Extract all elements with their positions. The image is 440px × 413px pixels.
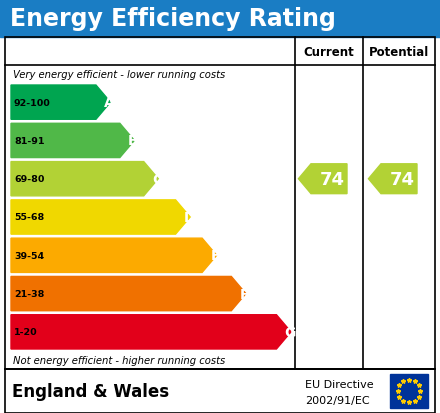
- Bar: [5, 38, 435, 369]
- Bar: [5, 369, 435, 413]
- Text: 21-38: 21-38: [14, 290, 44, 298]
- Text: Potential: Potential: [369, 45, 429, 58]
- Text: 74: 74: [390, 170, 414, 188]
- Text: G: G: [284, 325, 296, 339]
- Text: E: E: [211, 249, 220, 263]
- Text: F: F: [240, 287, 249, 301]
- Bar: [390, 374, 428, 408]
- Polygon shape: [11, 162, 158, 197]
- Polygon shape: [298, 164, 347, 194]
- Text: 81-91: 81-91: [14, 137, 44, 145]
- Text: B: B: [128, 134, 139, 148]
- Polygon shape: [11, 315, 291, 349]
- Polygon shape: [11, 239, 216, 273]
- Text: 92-100: 92-100: [14, 98, 51, 107]
- Text: 2002/91/EC: 2002/91/EC: [305, 395, 370, 405]
- Text: 39-54: 39-54: [14, 251, 44, 260]
- Polygon shape: [368, 164, 417, 194]
- Text: 74: 74: [319, 170, 345, 188]
- Text: C: C: [152, 172, 162, 186]
- Text: Energy Efficiency Rating: Energy Efficiency Rating: [10, 7, 336, 31]
- Text: 55-68: 55-68: [14, 213, 44, 222]
- Text: 69-80: 69-80: [14, 175, 44, 184]
- Bar: [0, 0, 440, 38]
- Text: Current: Current: [304, 45, 354, 58]
- Text: 1-20: 1-20: [14, 328, 38, 337]
- Text: EU Directive: EU Directive: [305, 380, 374, 389]
- Text: D: D: [183, 211, 195, 224]
- Polygon shape: [11, 124, 134, 158]
- Text: A: A: [104, 96, 115, 110]
- Text: Not energy efficient - higher running costs: Not energy efficient - higher running co…: [13, 355, 225, 365]
- Polygon shape: [11, 200, 190, 235]
- Text: Very energy efficient - lower running costs: Very energy efficient - lower running co…: [13, 70, 225, 80]
- Text: England & Wales: England & Wales: [12, 382, 169, 400]
- Polygon shape: [11, 277, 246, 311]
- Polygon shape: [11, 86, 110, 120]
